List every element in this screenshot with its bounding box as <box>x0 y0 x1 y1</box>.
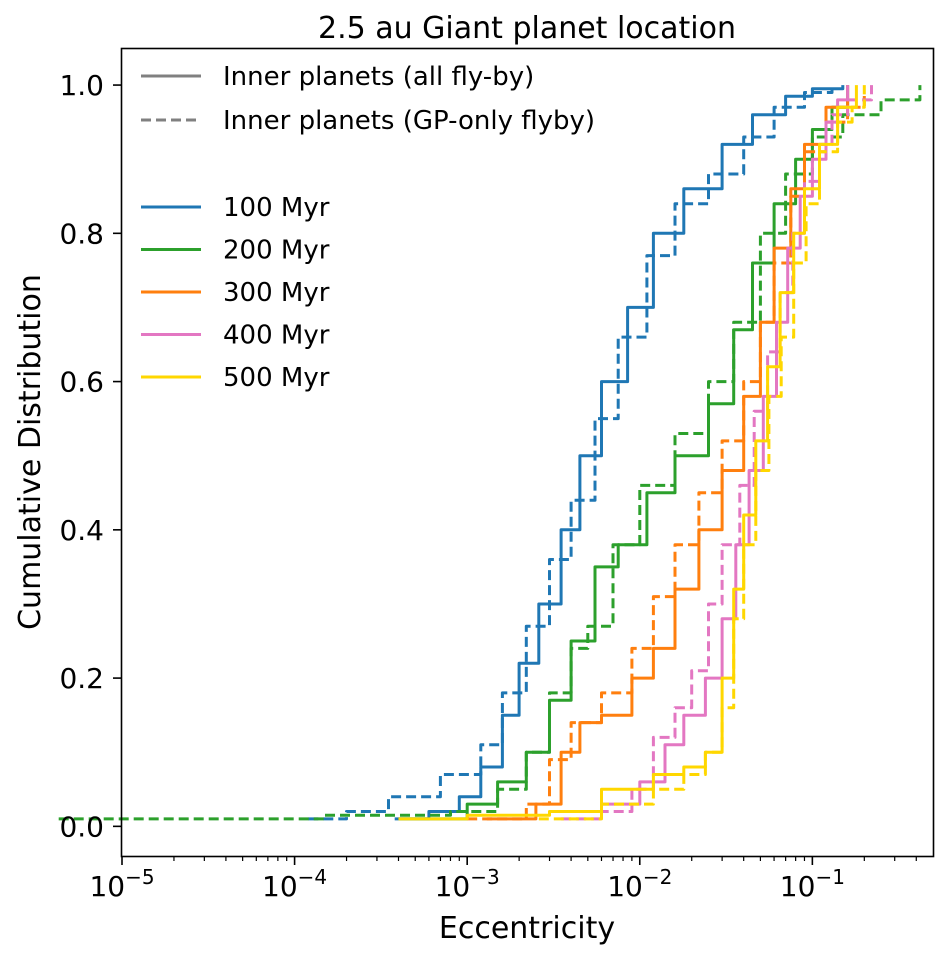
series-3-solid-line <box>486 85 850 821</box>
series-4-solid-line <box>549 85 850 813</box>
series-3-dashed-line <box>467 92 866 821</box>
x-tick-label: 10−4 <box>262 865 327 903</box>
series-2-dashed-line <box>58 85 922 821</box>
y-axis-ticks: 0.0 0.2 0.4 0.6 0.8 1.0 <box>59 69 122 843</box>
x-tick-label: 10−2 <box>607 865 672 903</box>
x-tick-label: 10−1 <box>780 865 845 903</box>
x-axis-ticks: 10−5 10−4 10−3 10−2 10−1 <box>89 856 917 903</box>
plot-area <box>58 47 935 858</box>
chart-title: 2.5 au Giant planet location <box>318 11 736 46</box>
x-tick-label: 10−5 <box>89 865 154 903</box>
legend-label: 400 Myr <box>223 321 330 351</box>
series-5-dashed-line <box>538 85 866 821</box>
legend-label: 300 Myr <box>223 278 330 308</box>
series-curves <box>58 85 922 821</box>
series-1-solid-line <box>394 85 845 821</box>
legend: Inner planets (all fly-by) Inner planets … <box>141 62 595 393</box>
x-axis-label: Eccentricity <box>439 911 615 946</box>
y-tick-label: 0.0 <box>59 810 104 843</box>
legend-label: 200 Myr <box>223 236 330 266</box>
legend-label: 100 Myr <box>223 193 330 223</box>
x-tick-label: 10−3 <box>435 865 500 903</box>
y-tick-label: 0.8 <box>59 217 104 250</box>
legend-label: Inner planets (GP-only flyby) <box>223 106 595 136</box>
series-1-dashed-line <box>308 85 834 821</box>
y-tick-label: 0.6 <box>59 366 104 399</box>
y-tick-label: 0.4 <box>59 514 104 547</box>
series-5-solid-line <box>398 85 858 821</box>
series-2-solid-line <box>398 85 850 821</box>
plot-frame <box>120 47 935 858</box>
y-tick-label: 0.2 <box>59 662 104 695</box>
legend-label: 500 Myr <box>223 363 330 393</box>
legend-label: Inner planets (all fly-by) <box>223 62 534 92</box>
y-tick-label: 1.0 <box>59 69 104 102</box>
series-4-dashed-line <box>561 85 873 821</box>
y-axis-label: Cumulative Distribution <box>13 274 48 630</box>
